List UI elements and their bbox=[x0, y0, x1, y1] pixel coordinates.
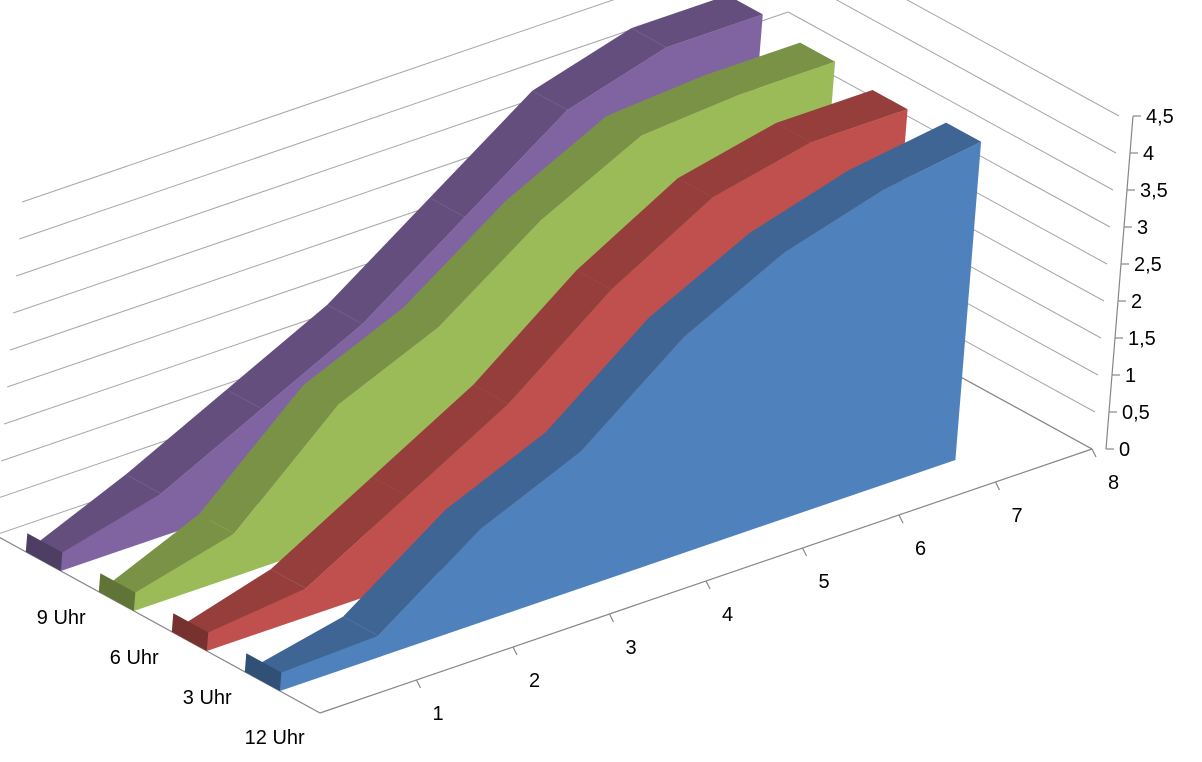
ribbon-top-segment bbox=[776, 90, 908, 143]
value-tick-label: 1,5 bbox=[1128, 328, 1156, 350]
category-tick bbox=[415, 679, 422, 689]
value-tick-label: 3,5 bbox=[1140, 180, 1168, 202]
category-tick-label: 3 bbox=[626, 637, 637, 659]
series-ribbons bbox=[25, 0, 982, 692]
ribbon-front-face bbox=[279, 141, 982, 692]
ribbon-end-cap bbox=[25, 533, 63, 571]
value-axis bbox=[1105, 115, 1134, 450]
ribbon-top-segment bbox=[576, 178, 713, 290]
ribbon-end-cap bbox=[98, 573, 136, 611]
ribbon-front-face bbox=[206, 109, 908, 651]
ribbon-top-segment bbox=[473, 270, 612, 404]
series-ribbon bbox=[244, 122, 982, 692]
series-ribbon bbox=[171, 90, 908, 651]
value-tick-label: 0,5 bbox=[1122, 402, 1150, 424]
ribbon-top-segment bbox=[303, 307, 439, 405]
ribbon-top-segment bbox=[631, 0, 763, 48]
ribbon-top-segment bbox=[98, 514, 234, 611]
series-axis-label: 3 Uhr bbox=[183, 687, 232, 709]
back-gridline bbox=[21, 0, 615, 203]
ribbon-top-segment bbox=[703, 42, 836, 95]
category-tick bbox=[1091, 448, 1097, 458]
category-tick bbox=[898, 514, 904, 524]
category-tick-label: 8 bbox=[1108, 472, 1119, 494]
ribbon-top-segment bbox=[532, 28, 667, 111]
ribbon-top-segment bbox=[505, 116, 642, 220]
value-tick-label: 1 bbox=[1125, 365, 1136, 387]
series-axis-label: 9 Uhr bbox=[37, 607, 86, 629]
ribbon-top-segment bbox=[545, 317, 684, 452]
category-tick bbox=[512, 646, 518, 656]
value-tick-label: 0 bbox=[1119, 439, 1130, 461]
category-tick-label: 2 bbox=[529, 670, 540, 692]
ribbon-top-segment bbox=[429, 90, 568, 217]
series-axis-label: 12 Uhr bbox=[245, 727, 305, 749]
ribbon-end-cap bbox=[244, 653, 282, 691]
category-tick-label: 5 bbox=[819, 571, 830, 593]
category-tick bbox=[705, 580, 711, 590]
ribbon-top-segment bbox=[372, 384, 509, 497]
ribbon-end-cap bbox=[171, 613, 209, 651]
value-tick-label: 2 bbox=[1131, 291, 1142, 313]
ribbon-top-segment bbox=[648, 233, 785, 337]
value-tick-label: 3 bbox=[1137, 217, 1148, 239]
ribbon-top-segment bbox=[125, 389, 262, 494]
ribbon-top-segment bbox=[848, 122, 982, 190]
ribbon-top-segment bbox=[226, 304, 363, 409]
value-tick-label: 4,5 bbox=[1146, 106, 1174, 128]
ribbon-top-segment bbox=[327, 197, 465, 324]
side-gridline bbox=[906, 0, 1120, 117]
category-tick bbox=[994, 481, 1001, 491]
series-axis bbox=[0, 536, 321, 714]
ribbon-top-segment bbox=[445, 432, 581, 529]
ribbon-top-segment bbox=[25, 474, 161, 571]
category-tick bbox=[801, 547, 808, 557]
ribbon-top-segment bbox=[606, 75, 739, 136]
side-gridline bbox=[835, 0, 1117, 154]
ribbon-top-segment bbox=[343, 509, 481, 636]
category-tick-label: 4 bbox=[722, 604, 733, 626]
value-tick-label: 4 bbox=[1143, 143, 1154, 165]
ribbon-top-segment bbox=[171, 569, 306, 651]
ribbon-top-segment bbox=[270, 477, 408, 589]
value-tick-label: 2,5 bbox=[1134, 254, 1162, 276]
category-tick bbox=[608, 613, 615, 623]
side-gridline bbox=[787, 11, 1114, 191]
series-axis-label: 6 Uhr bbox=[110, 647, 159, 669]
category-tick-label: 1 bbox=[433, 703, 444, 725]
ribbon-top-segment bbox=[749, 170, 884, 253]
category-tick-label: 7 bbox=[1012, 505, 1023, 527]
category-tick-label: 6 bbox=[915, 538, 926, 560]
ribbon-top-segment bbox=[403, 200, 541, 327]
tick-labels: 0 0,5 1 1,5 2 2,5 3 3,5 4 4,5 1 2 3 4 5 6 7 8 12 Uhr 3 Uhr 6… bbox=[37, 106, 1174, 749]
ribbon-top-segment bbox=[677, 123, 812, 198]
ribbon-top-segment bbox=[198, 385, 339, 534]
